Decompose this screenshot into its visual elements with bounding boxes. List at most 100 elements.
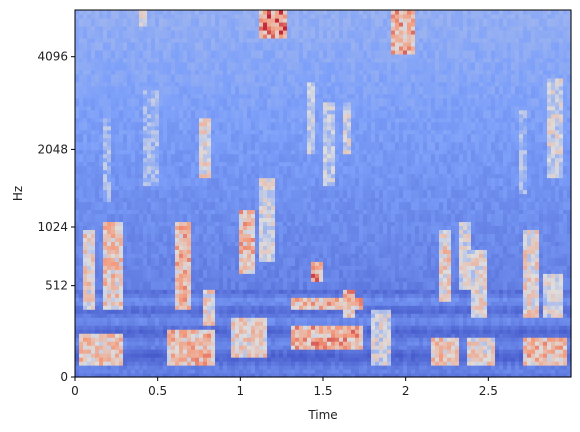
spectrogram-cell xyxy=(387,281,392,286)
spectrogram-cell xyxy=(383,305,388,310)
spectrogram-cell xyxy=(115,329,120,334)
spectrogram-cell xyxy=(535,301,540,306)
spectrogram-cell xyxy=(163,329,168,334)
spectrogram-cell xyxy=(299,345,304,350)
spectrogram-cell xyxy=(411,301,416,306)
spectrogram-cell xyxy=(143,217,148,223)
spectrogram-cell xyxy=(327,297,332,302)
spectrogram-cell xyxy=(467,245,472,250)
spectrogram-cell xyxy=(331,229,336,234)
spectrogram-cell xyxy=(451,313,456,318)
spectrogram-cell xyxy=(431,245,436,250)
spectrogram-cell xyxy=(379,269,384,274)
spectrogram-cell xyxy=(275,217,280,223)
spectrogram-cell xyxy=(367,301,372,306)
spectrogram-cell xyxy=(367,245,372,250)
spectrogram-cell xyxy=(347,305,352,310)
spectrogram-cell xyxy=(191,269,196,274)
spectrogram-cell xyxy=(231,369,236,374)
spectrogram-cell xyxy=(495,257,500,262)
spectrogram-cell xyxy=(495,349,500,354)
spectrogram-cell xyxy=(263,353,268,358)
spectrogram-cell xyxy=(227,265,232,270)
spectrogram-cell xyxy=(359,341,364,346)
spectrogram-cell xyxy=(431,333,436,338)
spectrogram-cell xyxy=(243,305,248,310)
spectrogram-cell xyxy=(347,253,352,258)
spectrogram-cell xyxy=(511,309,516,314)
spectrogram-cell xyxy=(403,269,408,274)
spectrogram-cell xyxy=(259,301,264,306)
spectrogram-cell xyxy=(211,329,216,334)
spectrogram-cell xyxy=(243,233,248,238)
spectrogram-cell xyxy=(127,249,132,254)
spectrogram-cell xyxy=(403,245,408,250)
spectrogram-cell xyxy=(291,233,296,238)
spectrogram-cell xyxy=(351,277,356,282)
spectrogram-cell xyxy=(131,357,136,362)
spectrogram-cell xyxy=(443,321,448,326)
spectrogram-cell xyxy=(347,257,352,262)
spectrogram-cell xyxy=(247,221,252,227)
spectrogram-cell xyxy=(207,341,212,346)
spectrogram-cell xyxy=(315,245,320,250)
spectrogram-cell xyxy=(363,329,368,334)
spectrogram-cell xyxy=(335,341,340,346)
spectrogram-cell xyxy=(427,365,432,370)
spectrogram-cell xyxy=(435,249,440,254)
spectrogram-cell xyxy=(199,357,204,362)
spectrogram-cell xyxy=(491,313,496,318)
spectrogram-cell xyxy=(511,365,516,370)
spectrogram-cell xyxy=(419,217,424,223)
spectrogram-cell xyxy=(259,313,264,318)
spectrogram-cell xyxy=(111,301,116,306)
spectrogram-cell xyxy=(151,341,156,346)
spectrogram-cell xyxy=(183,325,188,330)
spectrogram-cell xyxy=(119,241,124,246)
spectrogram-cell xyxy=(511,273,516,278)
spectrogram-cell xyxy=(359,253,364,258)
spectrogram-cell xyxy=(359,265,364,270)
spectrogram-cell xyxy=(351,273,356,278)
spectrogram-cell xyxy=(535,237,540,242)
spectrogram-cell xyxy=(247,317,252,322)
spectrogram-cell xyxy=(75,221,80,227)
spectrogram-cell xyxy=(247,285,252,290)
spectrogram-cell xyxy=(131,269,136,274)
spectrogram-cell xyxy=(443,325,448,330)
spectrogram-cell xyxy=(179,353,184,358)
spectrogram-cell xyxy=(175,361,180,366)
spectrogram-cell xyxy=(79,289,84,294)
spectrogram-cell xyxy=(543,357,548,362)
spectrogram-cell xyxy=(331,349,336,354)
spectrogram-cell xyxy=(147,281,152,286)
spectrogram-cell xyxy=(391,353,396,358)
spectrogram-cell xyxy=(451,345,456,350)
spectrogram-cell xyxy=(495,261,500,266)
spectrogram-cell xyxy=(267,229,272,234)
spectrogram-cell xyxy=(111,305,116,310)
spectrogram-cell xyxy=(119,229,124,234)
spectrogram-cell xyxy=(123,253,128,258)
spectrogram-cell xyxy=(371,337,376,342)
spectrogram-cell xyxy=(375,233,380,238)
spectrogram-cell xyxy=(203,361,208,366)
spectrogram-cell xyxy=(435,269,440,274)
spectrogram-cell xyxy=(171,245,176,250)
spectrogram-cell xyxy=(287,305,292,310)
spectrogram-cell xyxy=(459,325,464,330)
spectrogram-cell xyxy=(307,229,312,234)
spectrogram-cell xyxy=(327,357,332,362)
spectrogram-cell xyxy=(263,305,268,310)
spectrogram-cell xyxy=(119,369,124,374)
spectrogram-cell xyxy=(167,229,172,234)
spectrogram-cell xyxy=(423,285,428,290)
spectrogram-cell xyxy=(279,261,284,266)
spectrogram-cell xyxy=(183,369,188,374)
spectrogram-cell xyxy=(219,229,224,234)
spectrogram-cell xyxy=(327,313,332,318)
spectrogram-cell xyxy=(227,345,232,350)
spectrogram-cell xyxy=(335,313,340,318)
spectrogram-cell xyxy=(219,369,224,374)
spectrogram-cell xyxy=(507,249,512,254)
